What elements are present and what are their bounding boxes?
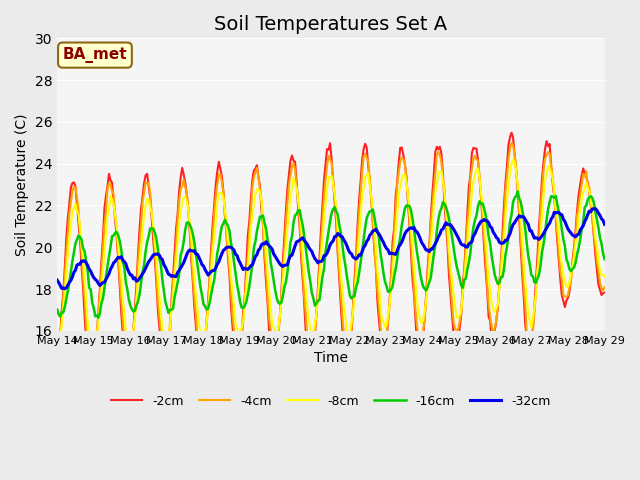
-2cm [601,290,609,296]
Line: -16cm: -16cm [57,192,605,318]
-8cm [236,331,244,337]
-16cm [218,223,226,229]
-2cm [88,376,96,382]
Title: Soil Temperatures Set A: Soil Temperatures Set A [214,15,447,34]
-32cm [53,277,61,283]
-2cm [294,204,302,210]
-8cm [53,346,61,351]
-16cm [122,279,130,285]
Line: -4cm: -4cm [57,143,605,370]
-4cm [601,285,609,290]
-2cm [508,130,515,135]
Text: BA_met: BA_met [63,47,127,63]
-8cm [122,327,130,333]
-4cm [53,358,61,363]
-2cm [218,173,226,179]
-4cm [122,347,130,353]
-2cm [236,344,244,349]
-4cm [294,197,302,203]
-8cm [294,197,302,203]
-32cm [601,221,609,227]
-2cm [122,362,130,368]
-16cm [514,189,522,194]
-8cm [246,247,253,252]
Line: -32cm: -32cm [57,209,605,289]
Line: -8cm: -8cm [57,159,605,349]
-8cm [509,156,517,162]
-16cm [246,284,253,289]
-8cm [88,347,96,352]
-4cm [508,140,515,146]
-16cm [95,315,102,321]
-32cm [246,265,253,271]
-16cm [573,252,581,257]
-32cm [591,206,599,212]
-8cm [218,191,226,196]
Line: -2cm: -2cm [57,132,605,379]
-32cm [294,239,302,244]
-2cm [246,219,253,225]
Legend: -2cm, -4cm, -8cm, -16cm, -32cm: -2cm, -4cm, -8cm, -16cm, -32cm [106,390,556,413]
-2cm [53,362,61,368]
-8cm [573,234,581,240]
-32cm [572,234,579,240]
Y-axis label: Soil Temperature (C): Soil Temperature (C) [15,113,29,256]
-32cm [236,260,244,266]
-4cm [87,367,95,373]
-4cm [218,179,226,185]
-4cm [246,229,253,235]
-8cm [601,274,609,279]
-16cm [294,208,302,214]
-32cm [122,261,130,266]
X-axis label: Time: Time [314,351,348,365]
-16cm [601,256,609,262]
-4cm [236,343,244,349]
-32cm [218,251,226,257]
-16cm [53,307,61,312]
-4cm [573,213,581,219]
-16cm [236,299,244,305]
-2cm [573,207,581,213]
-32cm [61,286,68,292]
